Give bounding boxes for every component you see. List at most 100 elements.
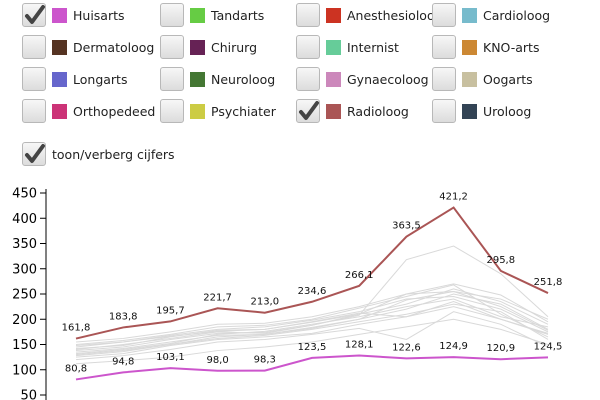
legend-checkbox[interactable] xyxy=(160,99,184,123)
legend-swatch xyxy=(326,40,341,55)
background-series-line xyxy=(75,290,549,343)
data-label: 221,7 xyxy=(203,292,232,303)
legend-label: Internist xyxy=(347,40,399,55)
y-tick-label: 200 xyxy=(12,313,37,328)
toggle-values-label: toon/verberg cijfers xyxy=(52,147,175,162)
legend-swatch xyxy=(462,8,477,23)
legend-label: Uroloog xyxy=(483,104,532,119)
background-series-line xyxy=(75,284,549,345)
background-series-line xyxy=(75,301,549,347)
legend-item-dermatoloog[interactable]: Dermatoloog xyxy=(22,34,162,64)
toggle-values-checkbox[interactable]: toon/verberg cijfers xyxy=(22,141,222,171)
legend-swatch xyxy=(462,72,477,87)
y-tick-label: 400 xyxy=(12,212,37,227)
legend-swatch xyxy=(190,40,205,55)
legend-item-cardioloog[interactable]: Cardioloog xyxy=(432,2,572,32)
legend-item-orthopedeed[interactable]: Orthopedeed xyxy=(22,98,162,128)
legend-label: Orthopedeed xyxy=(73,104,156,119)
data-label: 122,6 xyxy=(392,342,421,353)
legend-checkbox[interactable] xyxy=(432,3,456,27)
legend-swatch xyxy=(52,40,67,55)
legend-item-neuroloog[interactable]: Neuroloog xyxy=(160,66,300,96)
legend-label: Chirurg xyxy=(211,40,258,55)
legend-checkbox[interactable] xyxy=(160,3,184,27)
legend-label: Gynaecoloog xyxy=(347,72,429,87)
legend-item-kno-arts[interactable]: KNO-arts xyxy=(432,34,572,64)
data-label: 295,8 xyxy=(486,255,515,266)
legend-item-radioloog[interactable]: Radioloog xyxy=(296,98,436,128)
legend-item-uroloog[interactable]: Uroloog xyxy=(432,98,572,128)
legend-item-chirurg[interactable]: Chirurg xyxy=(160,34,300,64)
legend-swatch xyxy=(52,72,67,87)
legend-checkbox[interactable] xyxy=(296,3,320,27)
legend-checkbox[interactable] xyxy=(432,35,456,59)
data-label: 98,3 xyxy=(254,355,276,366)
y-tick-label: 450 xyxy=(12,187,37,202)
legend-label: Oogarts xyxy=(483,72,533,87)
data-label: 124,9 xyxy=(439,341,468,352)
background-series-line xyxy=(75,296,549,348)
data-label: 98,0 xyxy=(206,355,228,366)
series-line-huisarts xyxy=(75,354,549,381)
data-label: 94,8 xyxy=(112,356,134,367)
legend-item-psychiater[interactable]: Psychiater xyxy=(160,98,300,128)
legend-checkbox[interactable] xyxy=(22,67,46,91)
legend-item-longarts[interactable]: Longarts xyxy=(22,66,162,96)
background-series-line xyxy=(75,306,549,358)
legend-item-gynaecoloog[interactable]: Gynaecoloog xyxy=(296,66,436,96)
legend-checkbox[interactable] xyxy=(296,99,320,123)
legend-checkbox[interactable] xyxy=(160,67,184,91)
data-label: 123,5 xyxy=(298,342,327,353)
legend-swatch xyxy=(326,8,341,23)
legend-checkbox[interactable] xyxy=(296,67,320,91)
legend-label: Cardioloog xyxy=(483,8,551,23)
checkmark-icon xyxy=(25,144,45,163)
legend-label: Longarts xyxy=(73,72,128,87)
legend-swatch xyxy=(326,104,341,119)
legend-checkbox[interactable] xyxy=(432,67,456,91)
legend-label: Tandarts xyxy=(211,8,265,23)
legend-checkbox[interactable] xyxy=(22,3,46,27)
background-series-line xyxy=(75,318,549,365)
legend-swatch xyxy=(190,104,205,119)
legend-item-anesthesioloog[interactable]: Anesthesioloog xyxy=(296,2,443,32)
legend-checkbox[interactable] xyxy=(296,35,320,59)
legend-label: Psychiater xyxy=(211,104,276,119)
legend-swatch xyxy=(190,72,205,87)
data-label: 103,1 xyxy=(156,352,185,363)
legend-checkbox[interactable] xyxy=(22,99,46,123)
legend-item-huisarts[interactable]: Huisarts xyxy=(22,2,162,32)
toggle-checkbox-box[interactable] xyxy=(22,142,46,166)
legend-item-oogarts[interactable]: Oogarts xyxy=(432,66,572,96)
legend-checkbox[interactable] xyxy=(160,35,184,59)
legend-item-tandarts[interactable]: Tandarts xyxy=(160,2,300,32)
series-line-radioloog xyxy=(75,206,549,340)
legend-checkbox[interactable] xyxy=(22,35,46,59)
legend-label: Neuroloog xyxy=(211,72,276,87)
legend-checkbox[interactable] xyxy=(432,99,456,123)
legend-swatch xyxy=(462,40,477,55)
data-label: 251,8 xyxy=(534,277,563,288)
data-label: 363,5 xyxy=(392,221,421,232)
data-label: 120,9 xyxy=(486,343,515,354)
legend-swatch xyxy=(52,8,67,23)
data-label: 128,1 xyxy=(345,340,374,351)
legend-label: Huisarts xyxy=(73,8,125,23)
background-series-line xyxy=(75,298,549,355)
background-series-line xyxy=(75,293,549,353)
data-label: 421,2 xyxy=(439,192,468,203)
legend-label: Radioloog xyxy=(347,104,409,119)
background-series-line xyxy=(75,245,549,352)
data-label: 161,8 xyxy=(62,323,91,334)
data-label: 234,6 xyxy=(298,286,327,297)
background-series-line xyxy=(75,290,549,356)
background-series-line xyxy=(75,311,549,361)
y-tick-label: 350 xyxy=(12,237,37,252)
y-tick-label: 50 xyxy=(20,389,37,400)
legend-label: KNO-arts xyxy=(483,40,540,55)
data-label: 213,0 xyxy=(250,297,279,308)
specialism-legend: Huisarts Tandarts Anesthesioloog Cardioloog… xyxy=(22,0,597,128)
legend-item-internist[interactable]: Internist xyxy=(296,34,436,64)
data-label: 80,8 xyxy=(65,363,87,374)
